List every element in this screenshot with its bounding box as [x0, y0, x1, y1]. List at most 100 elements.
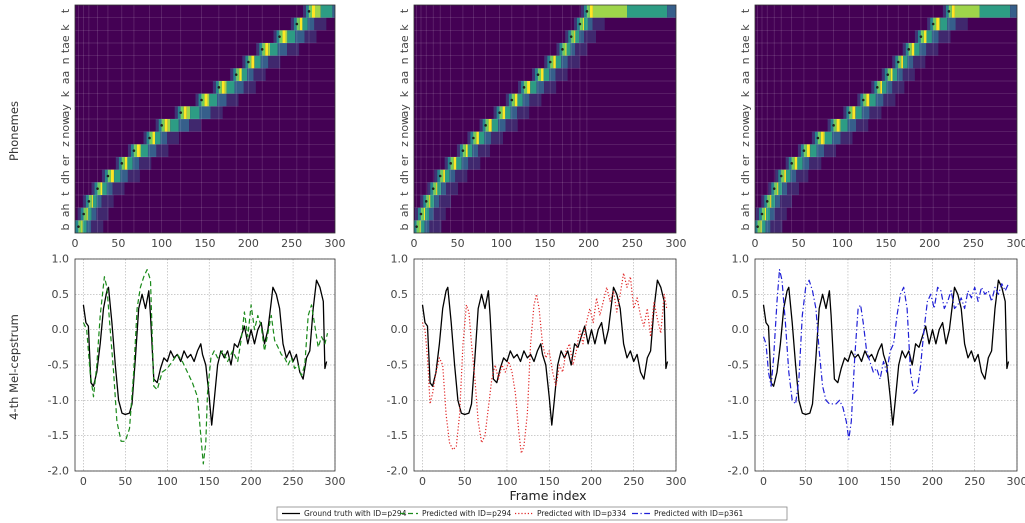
- heatmap-row: [827, 119, 869, 132]
- heatmap-row: [914, 30, 951, 43]
- y-tick-label: ay: [59, 104, 72, 118]
- heatmap-cell: [755, 207, 759, 221]
- series-line: [82, 279, 328, 426]
- y-tick-label: z: [739, 141, 752, 147]
- heatmap-cell: [920, 30, 924, 43]
- y-tick-label: dh: [398, 170, 411, 184]
- heatmap-cell: [580, 5, 584, 18]
- heatmap-cell: [245, 55, 249, 69]
- heatmap-cell: [505, 106, 511, 119]
- heatmap-cell: [571, 30, 575, 43]
- alignment-point: [569, 35, 573, 38]
- heatmap-cell: [860, 93, 864, 107]
- heatmap-cell: [429, 220, 442, 233]
- heatmap-cell: [791, 157, 795, 170]
- x-tick-label: 0: [80, 475, 87, 488]
- heatmap-cell: [302, 17, 308, 31]
- x-tick-label: 200: [922, 475, 943, 488]
- x-tick-label: 150: [535, 237, 556, 250]
- heatmap-cell: [101, 169, 105, 183]
- heatmap-cell: [895, 55, 899, 69]
- heatmap-cell: [91, 207, 97, 221]
- heatmap-cell: [104, 169, 108, 183]
- heatmap-cell: [146, 131, 150, 145]
- heatmap-cell: [775, 169, 779, 183]
- alignment-point: [424, 200, 428, 203]
- heatmap-cell: [75, 220, 79, 233]
- heatmap-cell: [482, 119, 486, 132]
- x-tick-label: 50: [792, 237, 806, 250]
- heatmap-cell: [892, 68, 898, 81]
- heatmap-cell: [467, 131, 471, 145]
- heatmap-cell: [287, 43, 300, 56]
- heatmap-row: [75, 220, 104, 233]
- heatmap-cell: [908, 43, 912, 56]
- heatmap-row: [573, 17, 605, 31]
- heatmap-cell: [936, 17, 940, 31]
- alignment-point: [217, 86, 221, 89]
- alignment-point: [120, 162, 124, 165]
- heatmap-cell: [97, 182, 101, 195]
- heatmap-cell: [127, 144, 131, 157]
- x-tick-label: 200: [581, 475, 602, 488]
- heatmap-cell: [268, 55, 281, 69]
- heatmap-cell: [555, 55, 562, 69]
- heatmap-cell: [86, 220, 92, 233]
- y-tick-label: b: [398, 223, 411, 230]
- heatmap-cell: [424, 220, 430, 233]
- heatmap-row: [843, 106, 882, 119]
- y-tick-label: n: [739, 57, 752, 64]
- alignment-point: [148, 136, 151, 140]
- x-tick-label: 50: [118, 475, 132, 488]
- heatmap-cell: [761, 220, 766, 233]
- heatmap-cell: [765, 220, 771, 233]
- y-tick-label: n: [59, 57, 72, 64]
- heatmap-cell: [259, 43, 263, 56]
- heatmap-cell: [87, 207, 92, 221]
- heatmap-cell: [296, 17, 300, 31]
- y-tick-label: -2.0: [728, 465, 749, 478]
- heatmap-cell: [476, 131, 480, 145]
- heatmap-cell: [517, 93, 523, 107]
- alignment-point: [96, 187, 99, 190]
- heatmap-cell: [456, 157, 462, 170]
- y-tick-label: 1.0: [52, 253, 70, 266]
- x-tick-label: 100: [837, 475, 858, 488]
- heatmap-row: [892, 55, 926, 69]
- heatmap-cell: [856, 119, 869, 132]
- series-line: [421, 279, 669, 426]
- heatmap-cell: [771, 195, 776, 208]
- heatmap-cell: [226, 81, 235, 94]
- heatmap-cell: [420, 195, 424, 208]
- heatmap-cell: [875, 93, 884, 107]
- heatmap-cell: [951, 5, 955, 18]
- heatmap-cell: [787, 182, 800, 195]
- x-tick-label: 0: [760, 475, 767, 488]
- heatmap-cell: [567, 55, 580, 69]
- heatmap-cell: [83, 207, 87, 221]
- heatmap-cell: [884, 68, 888, 81]
- y-tick-label: k: [59, 24, 72, 31]
- heatmap-cell: [112, 182, 125, 195]
- heatmap-cell: [914, 43, 920, 56]
- legend: Ground truth with ID=p294 Predicted with …: [276, 506, 788, 521]
- heatmap-cell: [806, 144, 810, 157]
- heatmap-row: [434, 169, 468, 183]
- alignment-point: [896, 60, 900, 64]
- alignment-point: [87, 200, 91, 203]
- heatmap-cell: [562, 43, 566, 56]
- heatmap-cell: [239, 68, 243, 81]
- heatmap-cell: [195, 93, 199, 107]
- heatmap-cell: [521, 81, 525, 94]
- x-tick-label: 150: [876, 237, 897, 250]
- y-tick-label: 0.5: [732, 288, 750, 301]
- alignment-point: [578, 22, 582, 26]
- heatmap-cell: [547, 55, 551, 69]
- heatmap-cell: [796, 169, 809, 183]
- heatmap-cell: [541, 68, 545, 81]
- heatmap-cell: [774, 182, 778, 195]
- alignment-point: [765, 200, 769, 203]
- heatmap-cell: [424, 207, 429, 221]
- y-tick-label: er: [739, 154, 752, 166]
- heatmap-cell: [455, 169, 468, 183]
